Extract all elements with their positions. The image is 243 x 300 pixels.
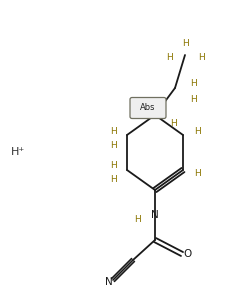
Text: H⁺: H⁺ xyxy=(11,147,25,157)
Text: H: H xyxy=(194,127,200,136)
Text: H: H xyxy=(110,127,116,136)
Text: H: H xyxy=(110,161,116,170)
Text: O: O xyxy=(183,249,191,259)
FancyBboxPatch shape xyxy=(130,98,166,118)
Text: H: H xyxy=(182,38,188,47)
Text: H: H xyxy=(110,176,116,184)
Text: H: H xyxy=(194,169,200,178)
Text: H: H xyxy=(190,79,196,88)
Text: H: H xyxy=(110,140,116,149)
Text: N: N xyxy=(151,210,159,220)
Text: H: H xyxy=(198,52,204,62)
Text: N: N xyxy=(105,277,113,287)
Text: H: H xyxy=(134,214,140,224)
Text: Abs: Abs xyxy=(140,103,156,112)
Text: H: H xyxy=(170,118,176,127)
Text: H: H xyxy=(166,52,172,62)
Text: H: H xyxy=(190,95,196,104)
